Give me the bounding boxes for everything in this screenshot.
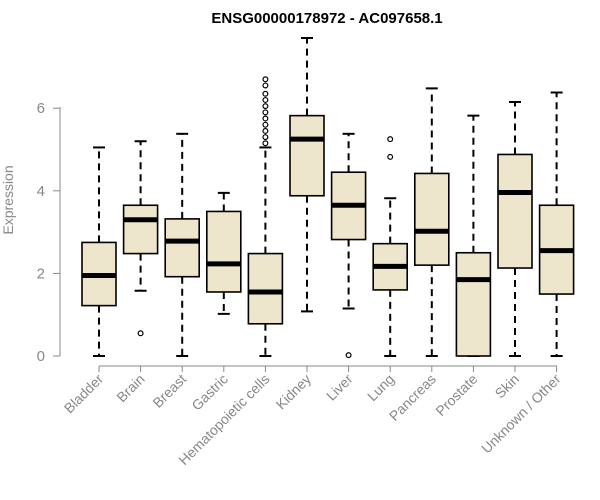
outlier-point (262, 76, 269, 83)
x-tick-label: Lung (364, 371, 397, 404)
x-tick-label: Unknown / Other (478, 371, 564, 457)
outlier-point (387, 136, 394, 143)
y-tick-label: 4 (37, 183, 45, 200)
x-tick-label: Skin (492, 371, 523, 402)
outlier-point (262, 90, 269, 97)
y-tick-label: 0 (37, 348, 45, 365)
outlier-point (387, 153, 394, 160)
outlier-point (262, 140, 269, 147)
y-tick-label: 6 (37, 100, 45, 117)
x-tick-label: Liver (323, 371, 356, 404)
box-10 (497, 101, 533, 357)
box-9 (455, 114, 492, 357)
y-axis-label: Expression (0, 165, 16, 234)
box-body (289, 114, 325, 197)
box-5 (289, 36, 325, 313)
box-11 (538, 91, 575, 357)
outlier-point (262, 115, 269, 122)
box-body (247, 252, 284, 325)
box-1 (122, 140, 159, 337)
outlier-point (262, 127, 269, 134)
box-3 (206, 191, 242, 315)
box-7 (372, 136, 409, 357)
x-tick-label: Brain (113, 371, 147, 405)
outlier-point (262, 109, 269, 116)
box-body (497, 153, 533, 269)
x-tick-label: Breast (149, 371, 189, 411)
box-0 (81, 146, 117, 357)
x-tick-label: Prostate (432, 371, 480, 419)
outlier-point (137, 330, 144, 337)
outlier-point (262, 103, 269, 110)
box-body (413, 172, 450, 266)
outlier-point (345, 352, 352, 359)
outlier-point (262, 96, 269, 103)
box-body (455, 251, 492, 357)
box-8 (413, 87, 450, 357)
outlier-point (262, 134, 269, 141)
box-body (122, 204, 159, 255)
x-tick-label: Kidney (273, 371, 315, 413)
chart-title: ENSG00000178972 - AC097658.1 (211, 10, 442, 27)
y-tick-label: 2 (37, 265, 45, 282)
box-body (164, 218, 200, 278)
boxes-group (81, 36, 575, 359)
box-6 (330, 132, 367, 359)
outlier-point (262, 82, 269, 89)
box-4 (247, 76, 284, 357)
box-2 (164, 132, 200, 357)
outlier-point (262, 121, 269, 128)
x-tick-label: Bladder (61, 371, 107, 417)
box-body (206, 210, 242, 293)
y-axis-ticks: 0 2 4 6 (37, 100, 60, 365)
